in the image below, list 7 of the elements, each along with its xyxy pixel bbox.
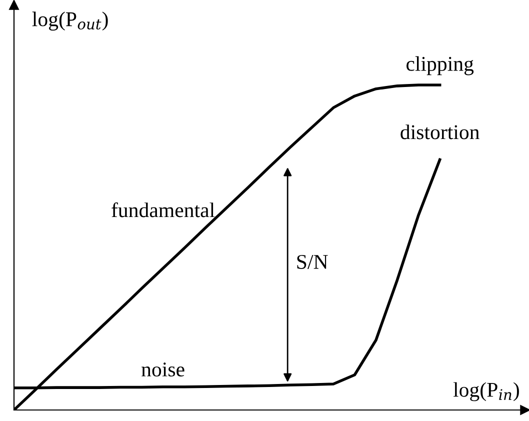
annotation: S/N [297, 254, 328, 269]
annotation: noise [142, 362, 184, 377]
y-axis-title: log(P$_{out}$) [32, 12, 108, 31]
x-axis-title: log(P$_{in}$) [453, 382, 519, 402]
series-label: distortion [400, 124, 480, 140]
text: clipping [406, 56, 474, 76]
series-label: fundamental [112, 202, 215, 218]
